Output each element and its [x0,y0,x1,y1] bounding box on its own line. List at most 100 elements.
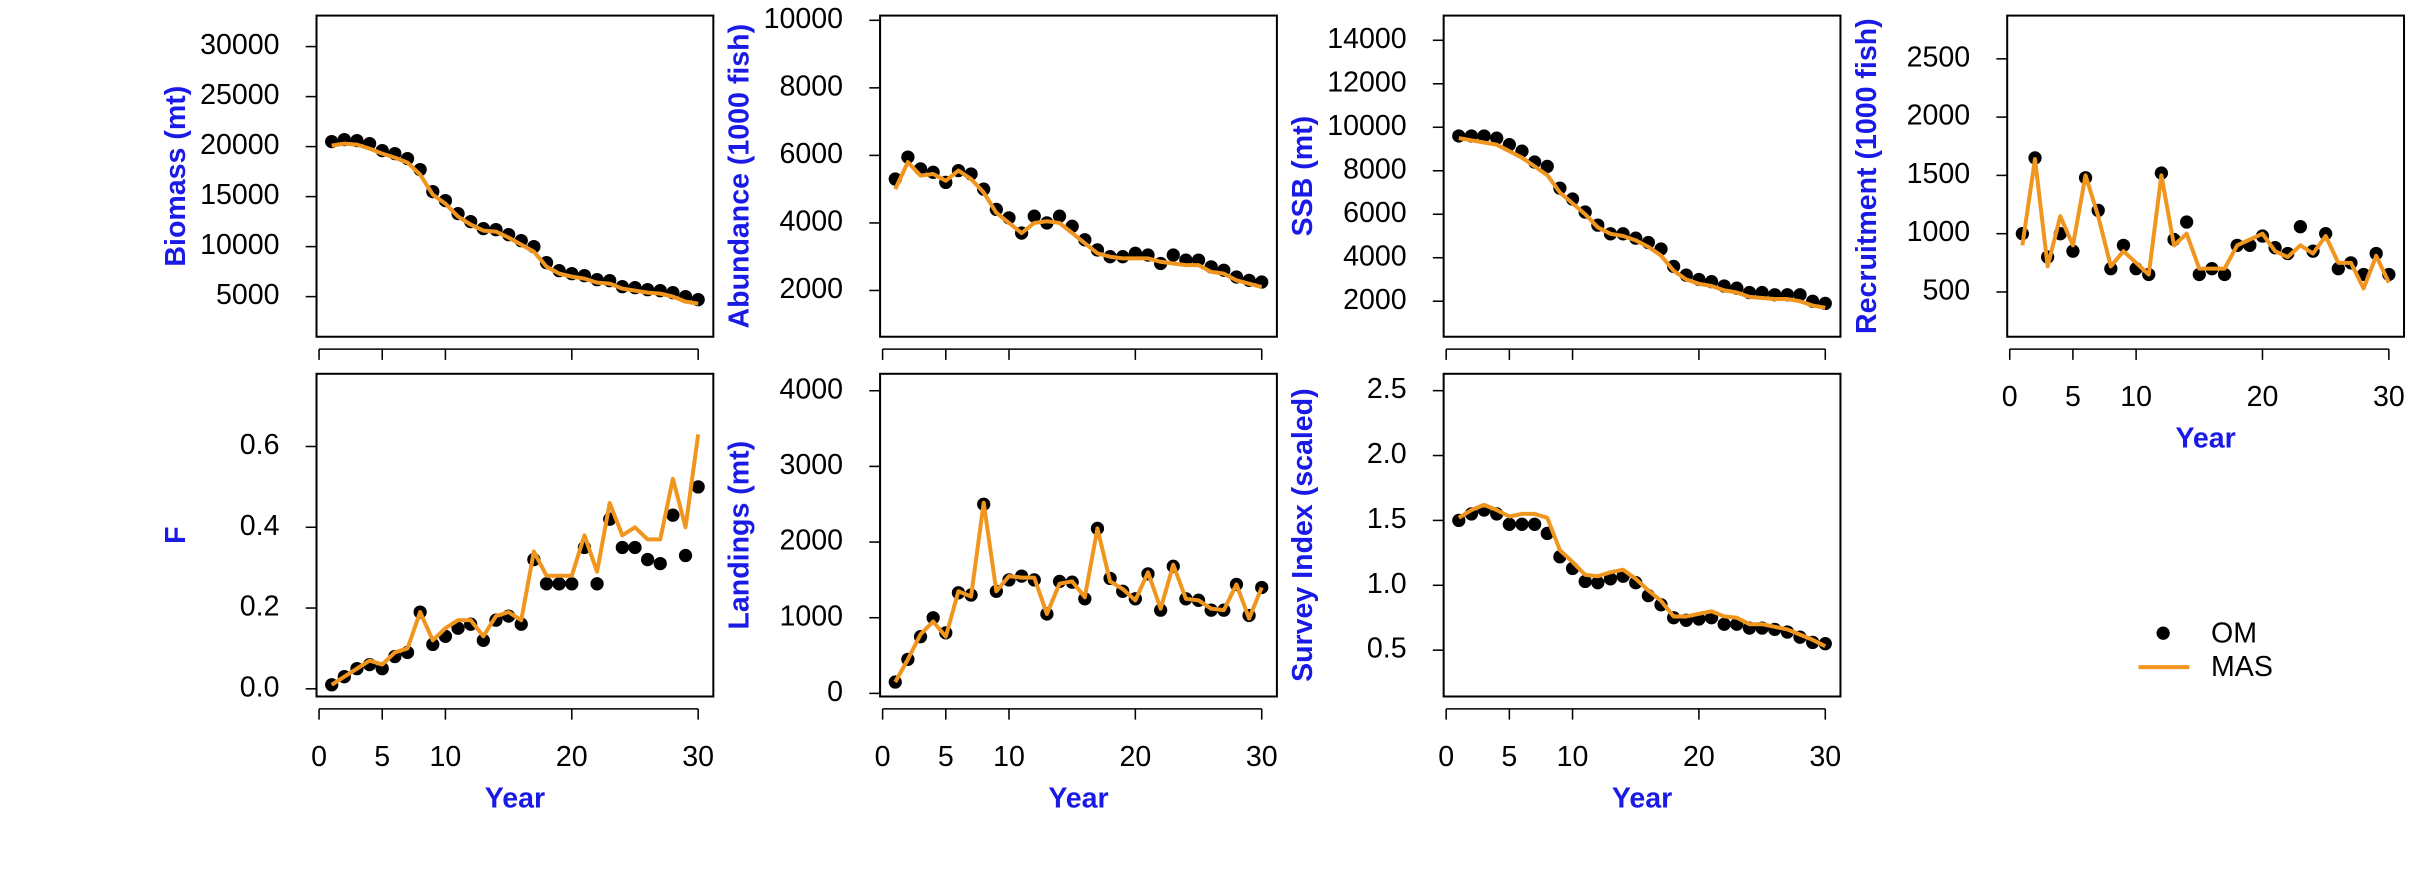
y-tick-label: 0.4 [240,510,280,542]
data-point [1717,617,1731,631]
data-point [2319,227,2333,241]
x-tick-label: 10 [1557,741,1589,773]
x-tick-label: 0 [311,741,327,773]
x-tick-label: 20 [2247,381,2279,413]
data-point [2192,267,2206,282]
data-point [1477,129,1491,143]
y-tick-label: 5000 [216,279,280,311]
data-point [426,637,440,652]
data-point [1515,517,1529,531]
x-tick-label: 10 [2120,381,2152,413]
x-tick-label: 20 [1683,741,1715,773]
series-line [893,500,1264,684]
data-point [1052,209,1067,223]
data-point [653,556,667,571]
data-point [1578,574,1592,589]
data-point [2116,238,2131,252]
y-tick-label: 2000 [1343,284,1407,316]
y-tick-label: 2000 [780,525,844,557]
data-point [514,617,528,631]
x-tick-label: 30 [2373,381,2405,413]
y-tick-label: 30000 [200,29,279,61]
y-tick-label: 10000 [200,229,279,261]
y-tick-label: 3000 [780,449,844,481]
y-tick-label: 6000 [780,138,844,170]
x-tick-label: 5 [938,741,954,773]
series-line [2020,157,2391,291]
x-tick-label: 10 [993,741,1025,773]
data-point [1527,517,1542,531]
data-point [1490,131,1504,145]
data-point [539,577,554,591]
y-tick-label: 1500 [1907,158,1971,190]
data-point [2180,215,2194,229]
y-tick-label: 2500 [1907,41,1971,73]
series-line [1457,502,1827,649]
y-tick-label: 1000 [1907,216,1971,248]
x-axis-title: Year [485,782,545,814]
y-tick-label: 6000 [1343,197,1407,229]
y-tick-label: 2000 [1907,100,1971,132]
data-point [552,577,566,591]
y-tick-label: 12000 [1327,66,1406,98]
data-point [901,150,915,164]
data-point [1502,517,1516,531]
data-point [977,182,991,196]
y-axis-title: F [160,526,192,543]
y-tick-label: 0.6 [240,429,280,461]
data-point [1540,159,1554,174]
x-axis-title: Year [2175,423,2235,455]
series-line [1458,136,1826,310]
data-point [1793,288,1807,302]
y-tick-label: 4000 [780,205,844,237]
data-point [691,480,705,494]
data-point [628,540,642,555]
data-point [678,548,693,563]
y-tick-label: 2.5 [1367,373,1407,405]
x-tick-label: 30 [1246,741,1278,773]
y-axis-title: Biomass (mt) [160,86,192,267]
data-point [539,255,554,270]
x-tick-label: 5 [1501,741,1517,773]
x-axis-title: Year [1612,782,1672,814]
data-point [1027,209,1041,223]
data-point [565,577,579,591]
data-point [590,577,604,591]
data-point [1818,637,1832,651]
y-tick-label: 1.5 [1367,503,1407,535]
x-tick-label: 0 [875,741,891,773]
data-point [640,552,655,567]
y-axis-title: Survey Index (scaled) [1287,388,1319,682]
y-tick-label: 1.0 [1367,568,1407,600]
y-tick-label: 0 [827,676,843,708]
y-tick-label: 4000 [780,373,844,405]
y-tick-label: 0.5 [1367,633,1407,665]
data-point [1603,572,1618,586]
x-tick-label: 5 [374,741,390,773]
x-tick-label: 0 [1438,741,1454,773]
y-tick-label: 20000 [200,129,279,161]
data-point [2154,166,2169,180]
data-point [1078,233,1092,247]
data-point [438,193,453,208]
x-tick-label: 5 [2065,381,2081,413]
data-point [2293,220,2308,234]
y-tick-label: 0.2 [240,591,280,623]
data-point [2331,262,2345,276]
y-tick-label: 0.0 [240,671,280,703]
y-axis-title: SSB (mt) [1287,116,1319,237]
x-tick-label: 0 [2002,381,2018,413]
y-tick-label: 500 [1923,275,1971,307]
y-tick-label: 25000 [200,79,279,111]
y-tick-label: 2.0 [1367,438,1407,470]
y-tick-label: 8000 [780,70,844,102]
legend-label: OM [2211,617,2257,649]
data-point [2369,246,2383,261]
data-point [1591,576,1605,590]
y-tick-label: 14000 [1327,23,1406,55]
x-tick-label: 10 [430,741,462,773]
x-tick-label: 20 [556,741,588,773]
y-tick-label: 8000 [1343,153,1407,185]
